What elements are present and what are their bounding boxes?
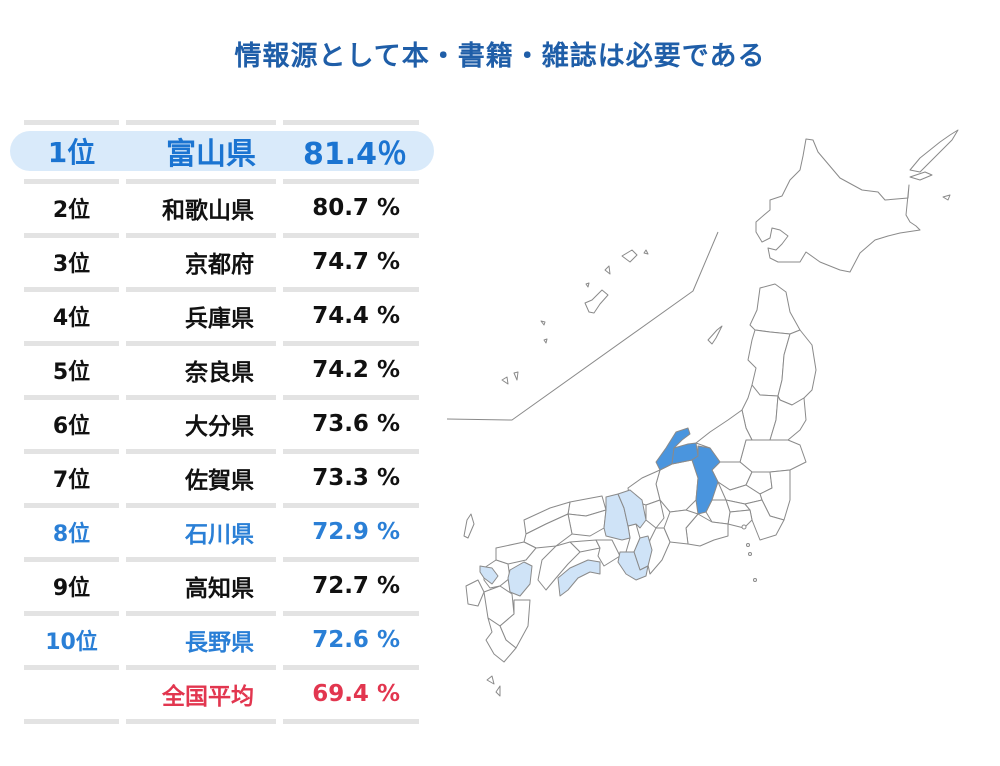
row-separator <box>10 447 434 454</box>
percentage-value: 72.7 % <box>312 572 400 599</box>
prefecture-name: 石川県 <box>185 521 254 548</box>
ranking-table: 1位 富山県 81.4％ 2位 和歌山県 80.7 % 3位 京都府 74.7 … <box>10 118 434 724</box>
percentage-value: 74.7 % <box>312 248 400 275</box>
percentage-value: 73.6 % <box>312 410 400 437</box>
row-separator <box>10 555 434 562</box>
kanagawa-shape <box>727 509 753 529</box>
percentage-value: 72.6 % <box>312 626 400 653</box>
prefecture-name: 奈良県 <box>185 359 254 386</box>
row-separator <box>10 501 434 508</box>
row-separator <box>10 663 434 670</box>
ranking-row-3: 3位 京都府 74.7 % <box>10 238 434 285</box>
row-separator <box>10 231 434 238</box>
ranking-row-5: 5位 奈良県 74.2 % <box>10 346 434 393</box>
prefecture-name: 京都府 <box>185 251 254 278</box>
rank-label: 7位 <box>52 467 91 493</box>
ranking-row-7: 7位 佐賀県 73.3 % <box>10 454 434 501</box>
prefecture-name: 長野県 <box>185 629 254 656</box>
row-separator <box>10 717 434 724</box>
japan-prefecture-map <box>446 129 959 697</box>
ranking-row-2: 2位 和歌山県 80.7 % <box>10 184 434 231</box>
rank-label: 5位 <box>52 359 91 385</box>
ranking-row-8: 8位 石川県 72.9 % <box>10 508 434 555</box>
row-separator <box>10 609 434 616</box>
prefecture-name: 大分県 <box>185 413 254 440</box>
prefecture-name: 佐賀県 <box>185 467 254 494</box>
chiba-shape <box>744 499 785 541</box>
ranking-row-1: 1位 富山県 81.4％ <box>10 131 434 172</box>
oita-shape <box>507 561 533 597</box>
prefecture-name: 富山県 <box>166 137 256 172</box>
nagasaki-shape <box>465 579 485 607</box>
wakayama-shape <box>617 551 649 581</box>
national-average-value: 69.4 % <box>312 680 400 707</box>
percentage-value: 80.7 % <box>312 194 400 221</box>
ranking-row-6: 6位 大分県 73.6 % <box>10 400 434 447</box>
prefecture-name: 兵庫県 <box>185 305 254 332</box>
ranking-row-4: 4位 兵庫県 74.4 % <box>10 292 434 339</box>
percentage-value: 74.2 % <box>312 356 400 383</box>
inset-divider-line <box>446 231 719 421</box>
miyagi-shape <box>769 395 807 441</box>
percentage-value: 74.4 % <box>312 302 400 329</box>
chart-title: 情報源として本・書籍・雑誌は必要である <box>234 41 766 72</box>
ranking-row-9: 9位 高知県 72.7 % <box>10 562 434 609</box>
yamaguchi-shape <box>495 541 537 565</box>
kochi-shape <box>557 559 601 597</box>
rank-label: 10位 <box>45 629 98 655</box>
hokkaido-shape <box>755 138 921 273</box>
percentage-value: 81.4％ <box>302 137 407 172</box>
rank-label: 2位 <box>52 197 91 223</box>
shiga-shape <box>645 499 665 529</box>
rank-label: 4位 <box>52 305 91 331</box>
saga-shape <box>479 565 499 585</box>
prefecture-name: 高知県 <box>185 575 254 602</box>
kyoto-shape <box>617 489 647 529</box>
percentage-value: 72.9 % <box>312 518 400 545</box>
nagano-shape <box>691 445 721 515</box>
rank-label: 3位 <box>52 251 91 277</box>
percentage-value: 73.3 % <box>312 464 400 491</box>
ehime-shape <box>537 541 581 591</box>
aomori-shape <box>749 283 801 335</box>
rank-label: 1位 <box>47 136 96 169</box>
row-separator <box>10 393 434 400</box>
row-separator <box>10 285 434 292</box>
row-separator <box>10 177 434 184</box>
rank-label: 6位 <box>52 413 91 439</box>
national-average-row: 全国平均 69.4 % <box>10 670 434 717</box>
tokushima-shape <box>595 539 621 567</box>
row-separator <box>10 339 434 346</box>
national-average-label: 全国平均 <box>162 683 254 710</box>
rank-label: 9位 <box>52 575 91 601</box>
kagoshima-shape <box>485 617 517 663</box>
ranking-row-10: 10位 長野県 72.6 % <box>10 616 434 663</box>
fukushima-shape <box>739 439 807 473</box>
row-separator <box>10 118 434 125</box>
prefecture-name: 和歌山県 <box>162 197 254 224</box>
rank-label: 8位 <box>52 521 91 547</box>
